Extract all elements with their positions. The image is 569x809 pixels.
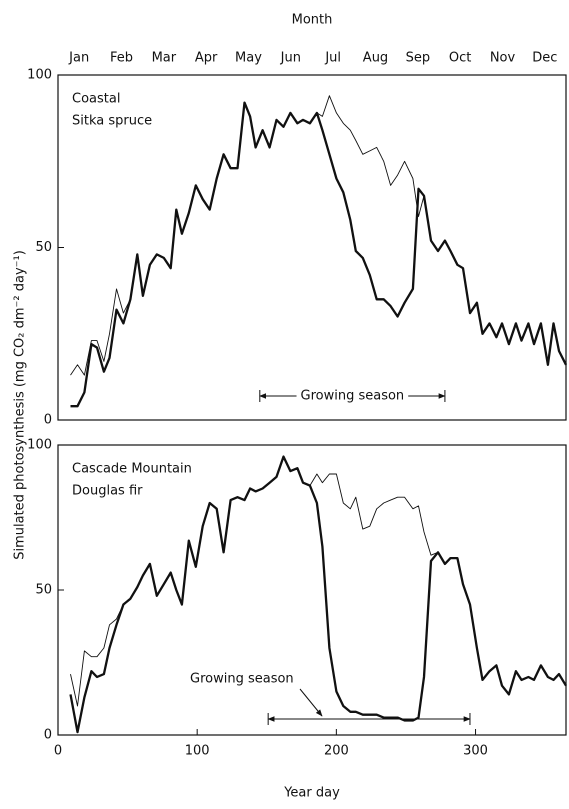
month-label: Jul [324, 51, 341, 66]
series-line [70, 101, 568, 408]
y-tick-label: 100 [27, 438, 52, 453]
month-label: Mar [152, 51, 177, 66]
month-label: Feb [110, 51, 133, 66]
y-tick-label: 0 [44, 413, 52, 428]
y-tick-label: 50 [35, 240, 52, 255]
x-tick-label: 0 [54, 744, 62, 759]
month-axis-label: Month [292, 13, 333, 28]
span-label: Growing season [190, 672, 294, 687]
series-line [69, 455, 567, 734]
x-axis-label: Year day [283, 786, 340, 801]
month-label: Dec [532, 51, 557, 66]
y-axis-label: Simulated photosynthesis (mg CO₂ dm⁻² da… [13, 250, 28, 560]
x-tick-label: 300 [463, 744, 488, 759]
month-label: Nov [490, 51, 516, 66]
x-tick-label: 100 [185, 744, 210, 759]
month-label: Sep [406, 51, 431, 66]
month-label: Jun [280, 51, 301, 66]
month-label: Oct [449, 51, 471, 66]
panel-annotation: Douglas fir [72, 484, 143, 499]
y-tick-label: 50 [35, 583, 52, 598]
y-tick-label: 100 [27, 68, 52, 83]
span-label: Growing season [301, 389, 405, 404]
month-label: May [235, 51, 262, 66]
panel-annotation: Cascade Mountain [72, 462, 192, 477]
panel-annotation: Coastal [72, 92, 120, 107]
series-line [70, 95, 567, 376]
month-label: Aug [363, 51, 388, 66]
span-pointer [299, 688, 323, 717]
y-tick-label: 0 [44, 728, 52, 743]
month-label: Jan [68, 51, 89, 66]
panel-annotation: Sitka spruce [72, 114, 152, 129]
x-tick-label: 200 [324, 744, 349, 759]
month-label: Apr [195, 51, 218, 66]
